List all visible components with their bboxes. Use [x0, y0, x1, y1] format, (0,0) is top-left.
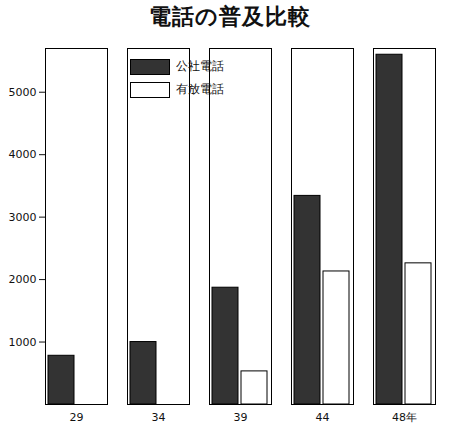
svg-text:4000: 4000	[9, 148, 37, 161]
svg-text:29: 29	[70, 411, 84, 424]
html-text:公社電話: 公社電話	[176, 59, 224, 73]
svg-text:1000: 1000	[9, 336, 37, 349]
svg-text:5000: 5000	[9, 86, 37, 99]
svg-text:2000: 2000	[9, 273, 37, 286]
html-text:電話の普及比較: 電話の普及比較	[149, 4, 311, 29]
svg-text:44: 44	[316, 411, 330, 424]
html-text:有放電話: 有放電話	[176, 82, 224, 96]
svg-text:3000: 3000	[9, 211, 37, 224]
svg-text:48年: 48年	[392, 411, 417, 424]
svg-text:39: 39	[234, 411, 248, 424]
svg-text:34: 34	[152, 411, 166, 424]
